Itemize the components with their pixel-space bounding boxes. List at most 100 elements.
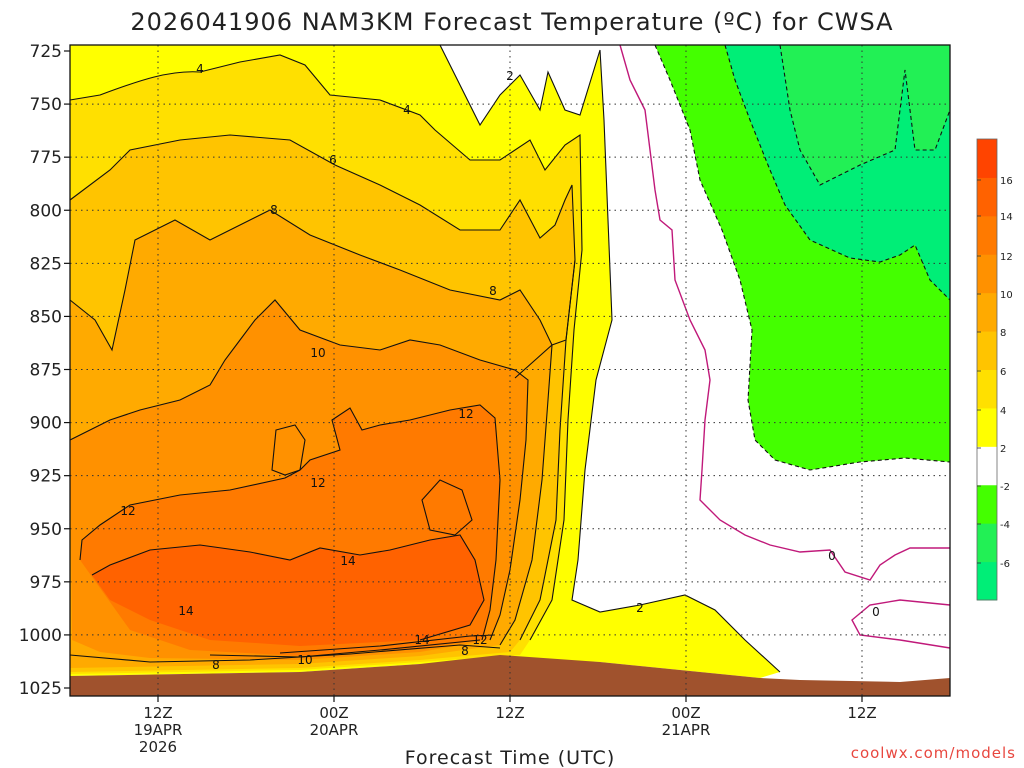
y-axis: 725 750 775 800 825 850 875 900 925 950 975 1000 102… (19, 42, 70, 699)
contour-warm-edge (514, 259, 576, 379)
contour-14-island (421, 479, 473, 536)
contour-4 (69, 54, 583, 641)
y-tick-label: 1025 (19, 679, 62, 699)
colorbar-frame (976, 138, 998, 601)
contour-label: 12 (310, 476, 325, 490)
dashed-contours (654, 44, 951, 471)
colorbar-swatch (977, 561, 997, 601)
y-tick-label: 1000 (19, 626, 62, 646)
colorbar-tick-label: 12 (1000, 252, 1013, 263)
y-tick-label: 725 (30, 42, 62, 62)
x-tick-label: 00Z (319, 704, 348, 722)
contour-label: 8 (461, 644, 469, 658)
x-tick-label: 12Z (847, 704, 876, 722)
contour-14 (91, 534, 485, 641)
y-tick-label: 750 (30, 95, 62, 115)
contour-label: 12 (472, 633, 487, 647)
colorbar-swatch (977, 292, 997, 332)
contour-12 (79, 404, 501, 641)
contour-10 (69, 299, 529, 641)
colorbar-swatch (977, 215, 997, 255)
contour-label: 2 (636, 601, 644, 615)
grid-lines (70, 45, 950, 696)
terrain-ground (70, 655, 950, 696)
contour-2 (439, 44, 781, 673)
x-tick-label: 12Z (495, 704, 524, 722)
y-tick-label: 850 (30, 307, 62, 327)
colorbar-tick-label: -6 (1000, 559, 1010, 570)
contour-zero-lower (851, 599, 951, 649)
contour-label: 12 (120, 504, 135, 518)
y-tick-label: 950 (30, 520, 62, 540)
contour-label: 14 (340, 554, 355, 568)
contour-label: 0 (828, 549, 836, 563)
colorbar-tick-label: -2 (1000, 482, 1010, 493)
contour-labels: 4 4 2 6 8 8 10 12 12 12 14 14 14 12 10 8 8 2 0 0 (120, 62, 879, 672)
colorbar-swatch (977, 254, 997, 294)
colorbar-tick-label: 2 (1000, 444, 1006, 455)
contour-minus6 (779, 44, 951, 186)
contour-near-ground-10 (209, 639, 481, 658)
contour-minus2 (654, 44, 951, 471)
contour-zero-main (619, 44, 950, 581)
colorbar-swatch (977, 369, 997, 409)
colorbar: 16 14 12 10 8 6 4 2 -2 -4 -6 (976, 138, 1013, 601)
colorbar-tick-label: 10 (1000, 290, 1013, 301)
contour-label: 2 (506, 69, 514, 83)
colorbar-tick-label: 14 (1000, 212, 1013, 223)
y-tick-label: 925 (30, 467, 62, 487)
contour-label: 4 (403, 103, 411, 117)
contour-label: 8 (489, 284, 497, 298)
zero-contours (619, 44, 951, 649)
y-tick-label: 775 (30, 148, 62, 168)
y-tick-label: 800 (30, 201, 62, 221)
x-tick-label: 12Z (143, 704, 172, 722)
band-14-to-16 (92, 535, 484, 646)
band-minus6-peak (780, 45, 950, 185)
colorbar-swatch (977, 139, 997, 178)
contour-6 (69, 134, 576, 641)
colorbar-swatch (977, 484, 997, 524)
contour-label: 6 (329, 153, 337, 167)
colorbar-tick-label: -4 (1000, 520, 1010, 531)
contour-label: 10 (297, 653, 312, 667)
contour-label: 4 (196, 62, 204, 76)
credit-text: coolwx.com/models (851, 744, 1016, 762)
contour-label: 14 (178, 604, 193, 618)
colorbar-tick-label: 8 (1000, 328, 1006, 339)
x-tick-label: 21APR (662, 721, 711, 739)
y-tick-label: 875 (30, 361, 62, 381)
colorbar-swatch (977, 523, 997, 563)
y-tick-label: 825 (30, 254, 62, 274)
colorbar-swatch (977, 177, 997, 217)
contour-label: 8 (212, 658, 220, 672)
x-tick-label: 20APR (310, 721, 359, 739)
colorbar-tick-label: 16 (1000, 176, 1013, 187)
contour-label: 8 (270, 203, 278, 217)
colorbar-swatch (977, 331, 997, 370)
x-tick-label: 00Z (671, 704, 700, 722)
contour-label: 12 (458, 407, 473, 421)
contour-12-island (271, 424, 306, 476)
contour-label: 10 (310, 346, 325, 360)
y-tick-label: 975 (30, 573, 62, 593)
contour-lines (69, 44, 781, 673)
colorbar-swatch (977, 446, 997, 486)
x-axis-label: Forecast Time (UTC) (405, 747, 615, 768)
contour-near-ground-12 (279, 634, 496, 654)
x-tick-label: 19APR (134, 721, 183, 739)
contour-minus4 (724, 44, 951, 301)
colorbar-tick-label: 4 (1000, 406, 1006, 417)
contour-label: 14 (414, 633, 429, 647)
x-tick-label: 2026 (139, 738, 177, 756)
chart-title: 2026041906 NAM3KM Forecast Temperature (… (130, 8, 893, 36)
contour-8 (69, 209, 553, 646)
contour-label: 0 (872, 605, 880, 619)
colorbar-tick-label: 6 (1000, 367, 1006, 378)
y-tick-label: 900 (30, 414, 62, 434)
temperature-bands (70, 45, 950, 678)
colorbar-swatch (977, 407, 997, 447)
